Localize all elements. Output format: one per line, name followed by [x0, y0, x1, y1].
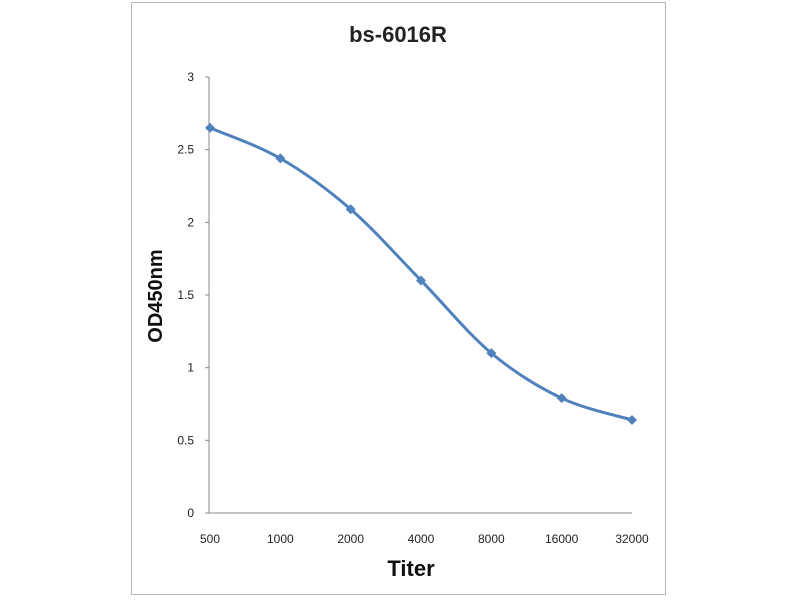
- x-tick-label: 1000: [267, 532, 294, 546]
- y-tick-label: 1.5: [177, 288, 194, 302]
- data-point-marker: [556, 393, 567, 404]
- y-tick-label: 2.5: [177, 143, 194, 157]
- y-tick-label: 3: [187, 70, 194, 84]
- data-point-marker: [345, 204, 356, 215]
- x-tick-label: 8000: [478, 532, 505, 546]
- x-tick-label: 16000: [545, 532, 579, 546]
- y-ticks: 0 0.5 1 1.5 2 2.5 3: [177, 70, 209, 520]
- data-point-marker: [275, 153, 286, 164]
- data-point-marker: [486, 348, 497, 359]
- y-tick-label: 1: [187, 361, 194, 375]
- chart-title: bs-6016R: [349, 22, 447, 47]
- y-tick-label: 0: [187, 506, 194, 520]
- x-tick-label: 2000: [337, 532, 364, 546]
- series-line: [208, 126, 634, 422]
- x-tick-label: 4000: [408, 532, 435, 546]
- data-point-marker: [205, 122, 215, 133]
- y-tick-label: 0.5: [177, 433, 194, 447]
- x-tick-label: 500: [200, 532, 220, 546]
- x-tick-label: 32000: [615, 532, 649, 546]
- x-axis-title: Titer: [387, 556, 435, 581]
- chart-frame: [131, 2, 666, 595]
- data-point-marker: [416, 275, 426, 286]
- y-tick-label: 2: [187, 215, 194, 229]
- y-axis-title: OD450nm: [145, 249, 167, 342]
- x-ticks: 500 1000 2000 4000 8000 16000 32000: [200, 532, 649, 546]
- data-point-marker: [627, 414, 637, 425]
- series-markers: [205, 122, 637, 425]
